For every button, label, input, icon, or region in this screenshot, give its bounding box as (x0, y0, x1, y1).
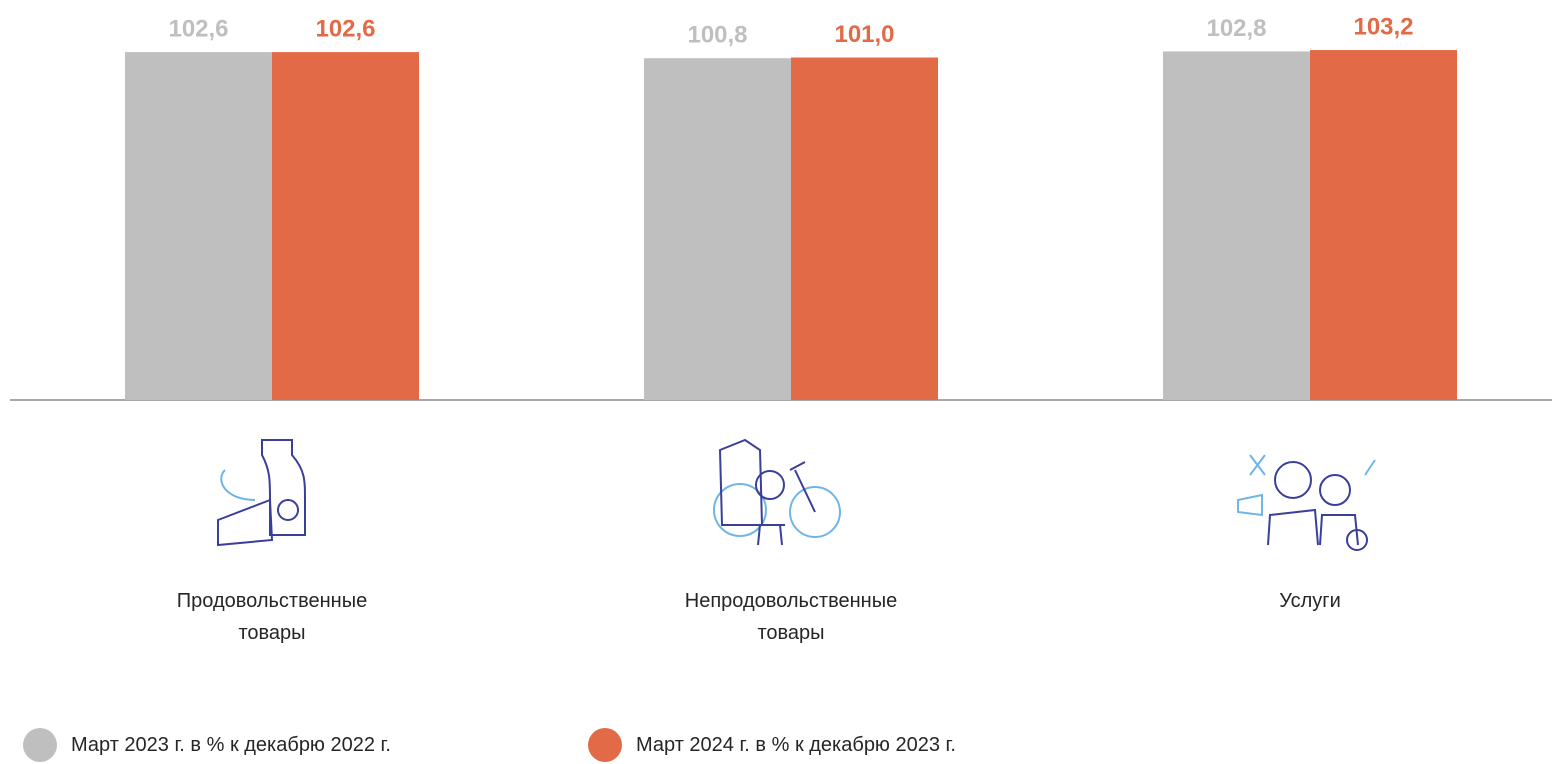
value-label: 103,2 (1353, 13, 1413, 40)
legend-item: Март 2023 г. в % к декабрю 2022 г. (23, 728, 391, 762)
value-label: 101,0 (834, 21, 894, 48)
x-tick-label: Продовольственные товары (176, 590, 368, 644)
value-label: 102,8 (1206, 15, 1266, 42)
legend-swatch (588, 728, 622, 762)
bar (1310, 50, 1457, 401)
bar (1163, 51, 1310, 400)
x-tick-label: Услуги (1279, 590, 1341, 612)
legend-label: Март 2024 г. в % к декабрю 2023 г. (636, 733, 956, 756)
icon-services (1237, 454, 1376, 551)
value-label: 102,6 (315, 15, 375, 42)
icon-goods (713, 438, 841, 546)
value-label: 102,6 (168, 15, 228, 42)
legend-label: Март 2023 г. в % к декабрю 2022 г. (71, 733, 391, 756)
legend-item: Март 2024 г. в % к декабрю 2023 г. (588, 728, 956, 762)
bar (644, 58, 791, 401)
bar (125, 52, 272, 401)
legend-swatch (23, 728, 57, 762)
bar (791, 57, 938, 400)
value-label: 100,8 (687, 22, 747, 49)
icon-food (217, 439, 306, 547)
bar (272, 52, 419, 401)
x-tick-label: Непродовольственные товары (684, 590, 898, 644)
